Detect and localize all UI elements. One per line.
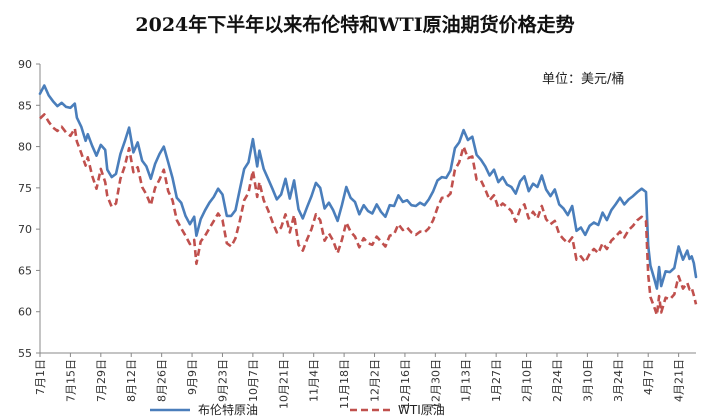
x-tick-label: 4月7日 [642,359,655,395]
y-tick-label: 80 [18,141,32,154]
x-tick-label: 10月21日 [277,359,290,409]
x-tick-label: 3月10日 [581,359,594,402]
unit-label: 单位：美元/桶 [542,72,624,87]
y-tick-label: 55 [18,347,32,360]
x-tick-label: 7月15日 [64,359,77,402]
x-tick-label: 1月13日 [460,359,473,402]
y-tick-label: 90 [18,58,32,71]
series-line-wti [39,113,698,317]
y-tick-label: 75 [18,182,32,195]
legend-label-wti: WTI原油 [398,403,445,417]
chart-title: 2024年下半年以来布伦特和WTI原油期货价格走势 [135,14,575,36]
x-tick-label: 8月26日 [156,359,169,402]
x-tick-label: 11月4日 [308,359,321,402]
x-tick-label: 11月18日 [338,359,351,409]
x-tick-label: 10月7日 [247,359,260,402]
x-tick-label: 9月9日 [186,359,199,395]
y-tick-label: 70 [18,223,32,236]
x-tick-label: 3月24日 [612,359,625,402]
legend-label-brent: 布伦特原油 [198,402,258,417]
series-layer [38,84,698,317]
axes: 55 60 65 70 75 80 85 90 7月1日 7月15日 7月29日 8月12日 8月26日… [18,58,696,409]
x-tick-label: 7月29日 [95,359,108,402]
x-tick-label: 1月27日 [490,359,503,402]
x-tick-label: 8月12日 [125,359,138,402]
legend: 布伦特原油 WTI原油 [150,402,445,417]
x-tick-label: 9月23日 [216,359,229,402]
y-tick-label: 65 [18,264,32,277]
x-tick-label: 12月2日 [369,359,382,402]
y-tick-label: 60 [18,306,32,319]
x-tick-label: 12月16日 [399,359,412,409]
x-tick-label: 4月21日 [673,359,686,402]
x-tick-label: 12月30日 [429,359,442,409]
x-tick-label: 2月24日 [551,359,564,402]
series-line-brent [38,84,698,290]
x-tick-label: 7月1日 [34,359,47,395]
y-tick-label: 85 [18,99,32,112]
x-tick-label: 2月10日 [521,359,534,402]
